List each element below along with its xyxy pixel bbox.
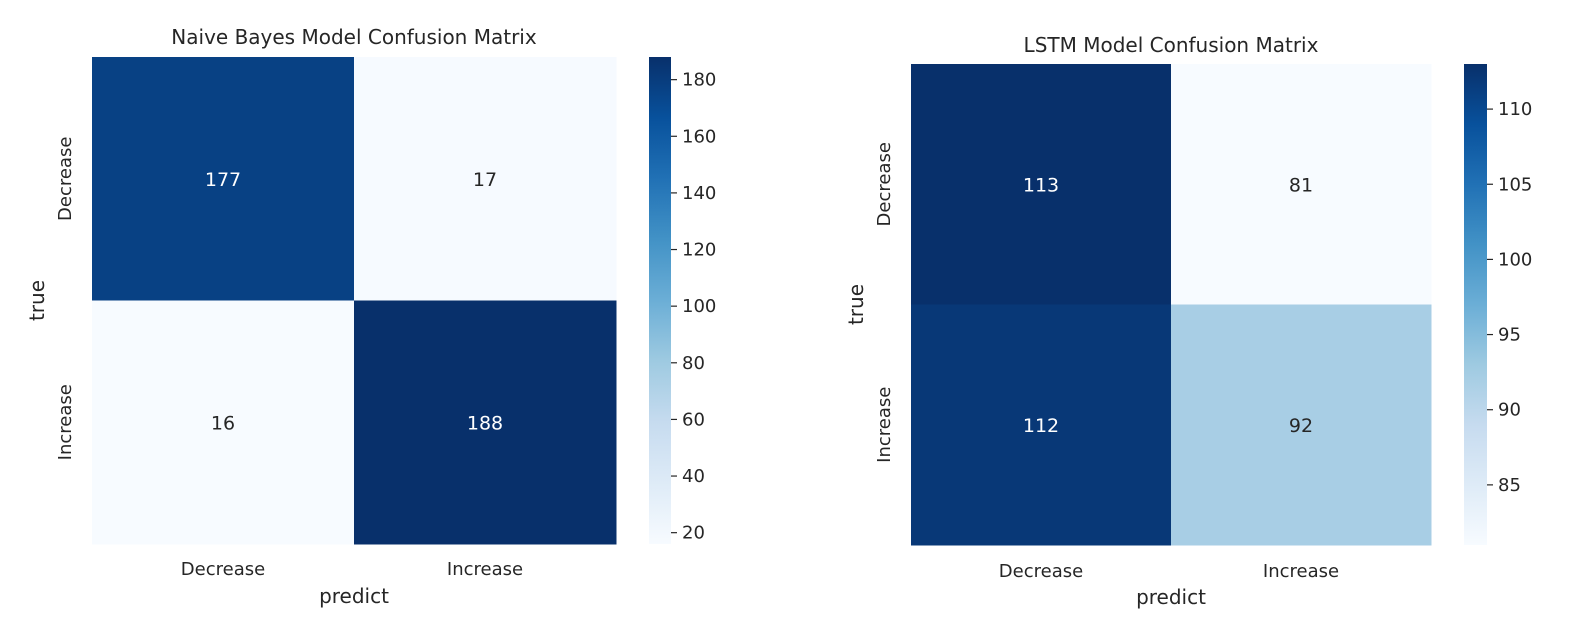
heatmap-cell [1171,304,1432,546]
x-tick-label: Decrease [181,559,265,580]
cell-value-label: 16 [211,412,235,434]
y-tick-label: Decrease [55,137,76,221]
colorbar-tick-label: 95 [1498,325,1521,346]
y-tick-label: Decrease [874,142,895,226]
colorbar-tick-label: 180 [682,70,716,91]
heatmap-cell [92,57,355,301]
x-tick-label: Decrease [999,561,1083,582]
colorbar-tick-label: 140 [682,183,716,204]
y-tick-label: Increase [874,387,895,463]
heatmap-cell [354,300,617,545]
colorbar-tick-label: 90 [1498,400,1521,421]
colorbar-tick-label: 80 [682,353,705,374]
colorbar-tick-label: 120 [682,240,716,261]
chart-title: LSTM Model Confusion Matrix [1024,33,1319,57]
heatmap-cell [92,300,355,545]
cell-value-label: 81 [1289,174,1313,196]
colorbar-tick-label: 160 [682,126,716,147]
colorbar-tick-label: 20 [682,523,705,544]
colorbar-tick-label: 110 [1498,99,1532,120]
colorbar-tick-label: 105 [1498,174,1532,195]
cell-value-label: 112 [1023,415,1059,437]
colorbar-tick-label: 40 [682,466,705,487]
cell-value-label: 92 [1289,415,1313,437]
x-axis-label: predict [319,584,389,608]
x-axis-label: predict [1136,585,1206,609]
x-tick-label: Increase [1263,561,1339,582]
colorbar-tick-label: 85 [1498,475,1521,496]
y-axis-label: true [844,284,868,325]
colorbar [649,57,671,544]
heatmap-cell [1171,64,1432,305]
chart-title: Naive Bayes Model Confusion Matrix [171,25,537,49]
colorbar-tick-label: 100 [682,296,716,317]
cell-value-label: 113 [1023,174,1059,196]
cell-value-label: 188 [467,412,503,434]
y-tick-label: Increase [55,384,76,460]
heatmap-cell [911,304,1172,546]
colorbar-tick-label: 60 [682,409,705,430]
colorbar [1464,64,1487,545]
y-axis-label: true [25,280,49,321]
cell-value-label: 17 [473,169,497,191]
heatmap-cell [911,64,1172,305]
x-tick-label: Increase [447,559,523,580]
cell-value-label: 177 [205,169,241,191]
colorbar-tick-label: 100 [1498,249,1532,270]
heatmap-cell [354,57,617,301]
